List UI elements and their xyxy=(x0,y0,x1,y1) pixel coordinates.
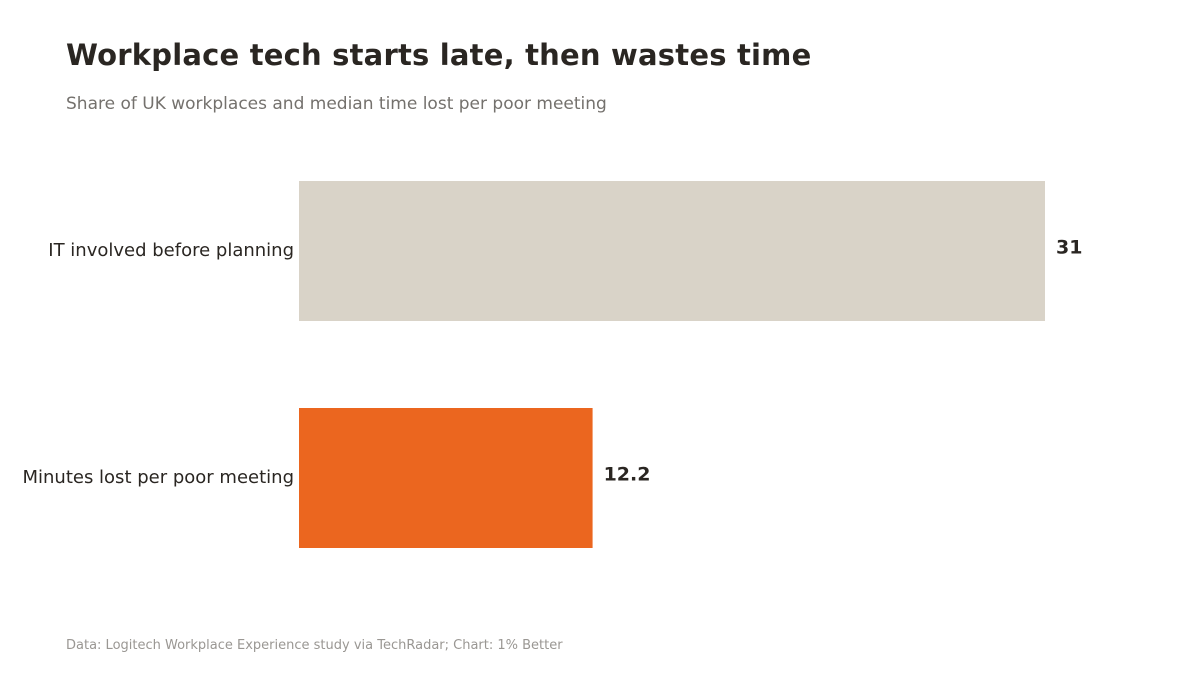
category-label-1: IT involved before planning xyxy=(48,240,294,261)
bar-2 xyxy=(299,408,593,548)
source-note: Data: Logitech Workplace Experience stud… xyxy=(66,638,563,653)
value-label-1: 31 xyxy=(1056,237,1082,259)
chart-subtitle: Share of UK workplaces and median time l… xyxy=(66,94,607,114)
chart-title: Workplace tech starts late, then wastes … xyxy=(66,38,812,72)
bar-1 xyxy=(299,181,1045,321)
category-label-2: Minutes lost per poor meeting xyxy=(22,467,294,488)
value-label-2: 12.2 xyxy=(604,464,651,486)
